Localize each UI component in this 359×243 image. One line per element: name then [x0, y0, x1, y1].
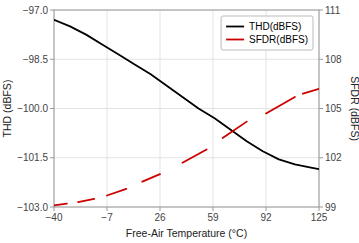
y2-tick-label: 105	[325, 103, 342, 114]
grid-line-y	[54, 157, 319, 158]
y-tick	[50, 10, 54, 11]
x-tick	[266, 207, 267, 211]
grid-line-y	[54, 59, 319, 60]
y-tick-label: −101.5	[17, 152, 48, 163]
y2-tick	[319, 108, 323, 109]
series-line	[54, 89, 319, 206]
y2-tick	[319, 157, 323, 158]
y-tick-label: −100.0	[17, 103, 48, 114]
x-tick-label: 26	[154, 212, 166, 223]
y-tick	[50, 207, 54, 208]
grid-line-y	[54, 108, 319, 109]
x-tick	[54, 207, 55, 211]
x-tick	[319, 207, 320, 211]
legend-box	[221, 16, 313, 50]
x-tick-label: −40	[46, 212, 63, 223]
legend-swatch	[226, 39, 244, 41]
y2-tick-label: 99	[325, 202, 337, 213]
grid	[54, 10, 319, 207]
x-tick-label: 125	[311, 212, 328, 223]
y2-tick-label: 108	[325, 54, 342, 65]
x-axis-label: Free-Air Temperature (°C)	[126, 227, 247, 239]
y2-axis-label: SFDR (dBFS)	[349, 76, 359, 141]
chart: −40 −7 26 59 92 125 −103.0 −101.5 −100.0 −98.5 −97…	[0, 0, 359, 243]
y-tick	[50, 108, 54, 109]
x-tick-label: 92	[260, 212, 272, 223]
plot-frame	[54, 10, 319, 207]
y-tick-label: −103.0	[17, 202, 48, 213]
x-tick	[213, 207, 214, 211]
y-tick-label: −98.5	[23, 54, 49, 65]
y2-tick	[319, 207, 323, 208]
y-tick-label: −97.0	[23, 5, 49, 16]
y-tick	[50, 157, 54, 158]
y2-tick	[319, 10, 323, 11]
series-line	[54, 20, 319, 169]
x-tick-label: 59	[207, 212, 219, 223]
y-tick	[50, 59, 54, 60]
legend-label: THD(dBFS)	[249, 21, 301, 32]
legend-swatch	[226, 26, 244, 28]
y2-tick	[319, 59, 323, 60]
y2-tick-label: 102	[325, 152, 342, 163]
y-axis-label: THD (dBFS)	[1, 80, 13, 138]
page: {"chart_data": {"type": "line", "title":…	[0, 0, 359, 243]
y2-tick-label: 111	[325, 5, 341, 16]
legend-label: SFDR(dBFS)	[249, 34, 308, 45]
x-tick	[107, 207, 108, 211]
axes: −40 −7 26 59 92 125 −103.0 −101.5 −100.0 −98.5 −97…	[17, 5, 342, 224]
x-tick	[160, 207, 161, 211]
legend: THD(dBFS) SFDR(dBFS)	[221, 16, 313, 50]
x-tick-label: −7	[101, 212, 113, 223]
